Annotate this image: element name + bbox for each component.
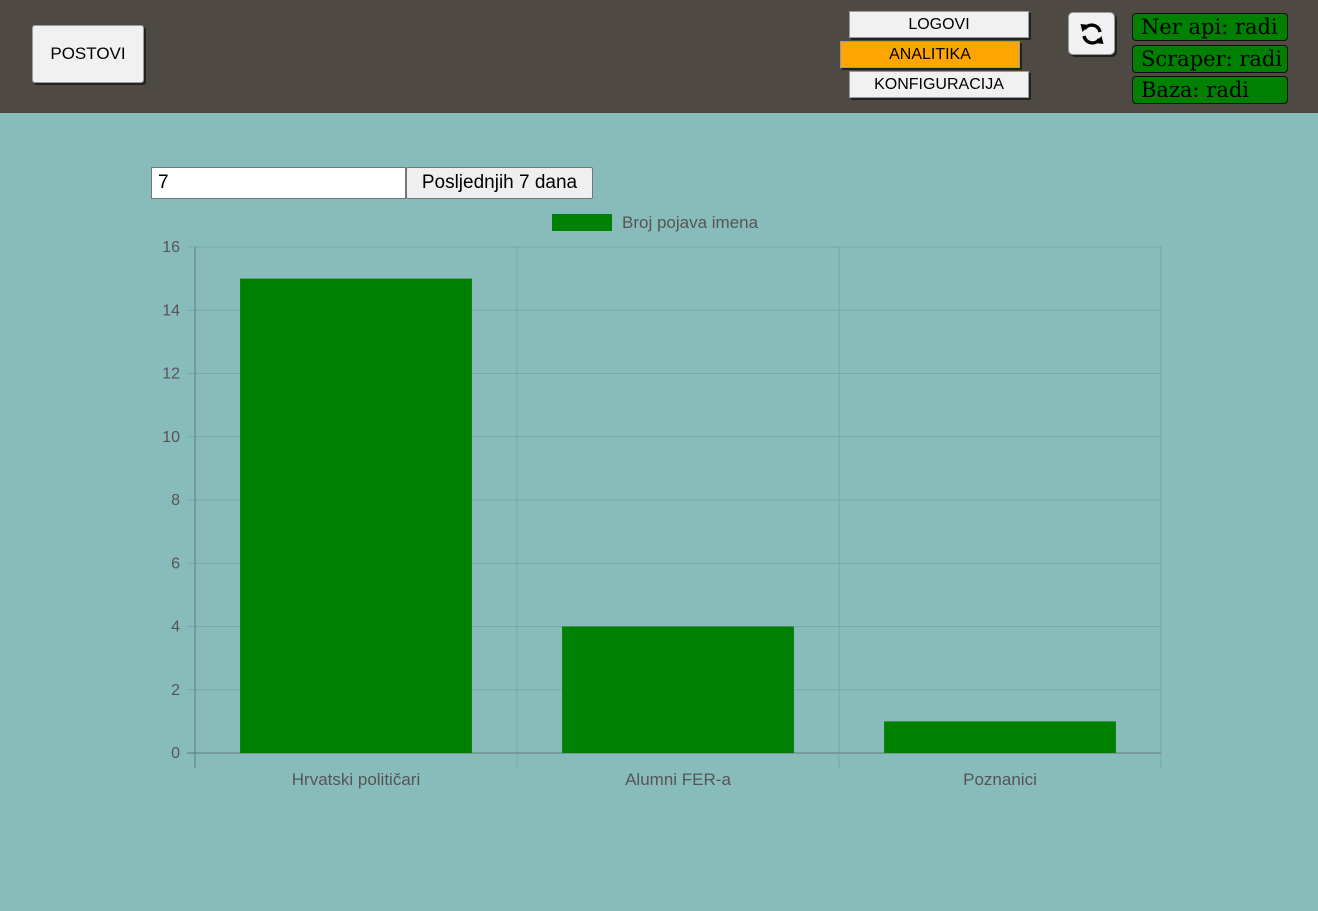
x-tick-label: Hrvatski političari [292,770,420,789]
status-database: Baza: radi [1132,76,1288,104]
posts-button[interactable]: POSTOVI [32,25,144,83]
y-tick-label: 12 [162,366,180,383]
y-tick-label: 16 [162,239,180,256]
bar-2 [562,626,794,753]
status-scraper: Scraper: radi [1132,45,1288,73]
legend-label: Broj pojava imena [622,213,759,232]
y-tick-label: 6 [171,555,180,572]
top-bar: POSTOVI LOGOVI ANALITIKA KONFIGURACIJA N… [0,0,1318,113]
y-tick-label: 0 [171,745,180,762]
bar-1 [240,278,472,753]
y-tick-label: 10 [162,429,180,446]
refresh-button[interactable] [1068,12,1115,55]
refresh-icon [1080,22,1103,45]
legend-swatch [552,214,612,231]
x-tick-label: Poznanici [963,770,1037,789]
nav-logs-button[interactable]: LOGOVI [849,11,1029,38]
x-tick-label: Alumni FER-a [625,770,731,789]
y-tick-label: 4 [171,619,180,636]
nav-config-button[interactable]: KONFIGURACIJA [849,71,1029,98]
bar-3 [884,721,1116,753]
nav-analytics-button[interactable]: ANALITIKA [840,41,1020,68]
y-tick-label: 14 [162,302,180,319]
y-tick-label: 2 [171,682,180,699]
status-ner-api: Ner api: radi [1132,13,1288,41]
days-input[interactable] [151,167,406,199]
y-tick-label: 8 [171,492,180,509]
last-days-button[interactable]: Posljednjih 7 dana [406,167,593,199]
